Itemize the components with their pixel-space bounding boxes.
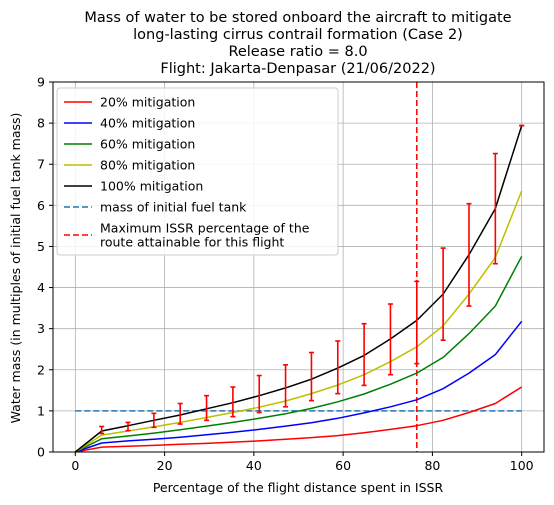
y-tick-label: 1	[37, 403, 45, 418]
title-line-4: Flight: Jakarta-Denpasar (21/06/2022)	[160, 61, 435, 77]
title-line-2: long-lasting cirrus contrail formation (…	[133, 27, 463, 43]
y-axis-label: Water mass (in multiples of initial fuel…	[8, 113, 23, 424]
series-line-20-mitigation	[75, 386, 523, 453]
error-bar	[283, 364, 289, 408]
legend-label: 40% mitigation	[100, 116, 195, 131]
error-bar	[387, 303, 393, 376]
legend-entry: 60% mitigation	[64, 137, 195, 152]
y-tick-label: 3	[37, 321, 45, 336]
error-bar	[204, 394, 210, 422]
y-tick-label: 5	[37, 239, 45, 254]
legend-label: 60% mitigation	[100, 137, 195, 152]
y-tick-label: 7	[37, 157, 45, 172]
error-bar	[414, 280, 420, 365]
legend-label: route attainable for this flight	[100, 235, 284, 250]
error-bar	[492, 152, 498, 265]
y-tick-label: 6	[37, 198, 45, 213]
y-tick-label: 2	[37, 362, 45, 377]
error-bar	[99, 425, 105, 435]
error-bar	[440, 247, 446, 341]
reference-lines	[75, 82, 522, 452]
legend-box	[56, 87, 339, 256]
series-line-80-mitigation	[74, 190, 523, 453]
y-tick-label: 4	[37, 280, 45, 295]
x-axis-ticks: 0 20 40 60 80 100	[71, 452, 534, 473]
legend-entry: 20% mitigation	[64, 95, 195, 110]
legend-label: Maximum ISSR percentage of the	[100, 221, 310, 236]
chart-title: Mass of water to be stored onboard the a…	[84, 10, 511, 77]
series-line-100-mitigation	[74, 125, 523, 453]
legend-label: 80% mitigation	[100, 158, 195, 173]
y-axis-ticks: 0 1 2 3 4 5 6 7 8 9	[37, 75, 53, 460]
error-bar	[125, 421, 131, 432]
plot-frame	[52, 81, 545, 453]
error-bar	[230, 386, 236, 418]
x-tick-label: 40	[246, 458, 262, 473]
error-bar	[256, 374, 262, 414]
x-tick-label: 20	[157, 458, 173, 473]
error-bar	[177, 402, 183, 425]
y-tick-label: 9	[37, 75, 45, 90]
x-tick-label: 80	[424, 458, 440, 473]
title-line-3: Release ratio = 8.0	[228, 44, 367, 60]
error-bar	[466, 202, 472, 307]
legend-label: 20% mitigation	[100, 95, 195, 110]
y-tick-label: 0	[37, 445, 45, 460]
x-axis-label: Percentage of the flight distance spent …	[153, 480, 444, 495]
series-line-40-mitigation	[75, 320, 523, 453]
legend: 20% mitigation 40% mitigation 60% mitigati…	[56, 87, 339, 256]
legend-entry: Maximum ISSR percentage of the route att…	[64, 221, 310, 250]
error-bar	[361, 322, 367, 387]
legend-entry: 40% mitigation	[64, 116, 195, 131]
legend-entry: 80% mitigation	[64, 158, 195, 173]
legend-label: 100% mitigation	[100, 179, 203, 194]
title-line-1: Mass of water to be stored onboard the a…	[84, 10, 511, 26]
error-bar	[308, 351, 314, 402]
x-tick-label: 60	[335, 458, 351, 473]
error-bars	[99, 124, 525, 435]
series-lines	[74, 125, 523, 453]
y-tick-label: 8	[37, 116, 45, 131]
series-line-60-mitigation	[74, 255, 523, 453]
legend-label: mass of initial fuel tank	[100, 200, 247, 215]
x-tick-label: 0	[71, 458, 79, 473]
legend-entry: mass of initial fuel tank	[64, 200, 247, 215]
error-bar	[335, 340, 341, 395]
x-tick-label: 100	[510, 458, 534, 473]
error-bar	[151, 412, 157, 429]
legend-entry: 100% mitigation	[64, 179, 203, 194]
